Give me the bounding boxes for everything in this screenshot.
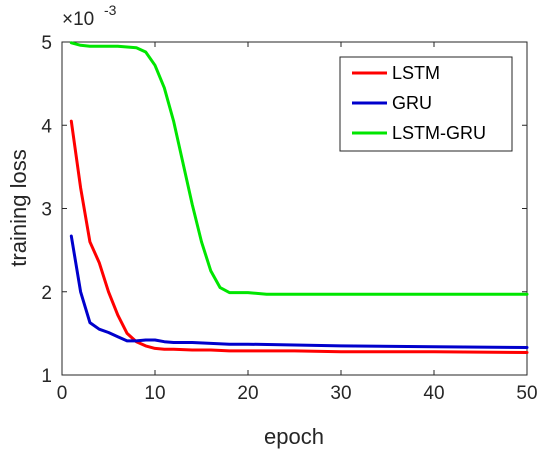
- x-tick-label: 50: [516, 383, 537, 404]
- y-tick-label: 4: [41, 116, 52, 137]
- y-tick-label: 3: [41, 200, 52, 221]
- y-tick-label: 5: [41, 33, 52, 54]
- y-tick-label: 2: [41, 283, 52, 304]
- x-tick-label: 40: [423, 383, 444, 404]
- series-line-lstm-gru: [69, 41, 529, 296]
- legend-label-lstm-gru: LSTM-GRU: [392, 123, 486, 143]
- y-exponent-base: ×10: [62, 9, 94, 30]
- y-axis-label: training loss: [6, 149, 31, 266]
- y-exponent-power: -3: [104, 2, 117, 18]
- y-tick-label: 1: [41, 366, 52, 387]
- legend-label-gru: GRU: [392, 93, 432, 113]
- series-line-lstm: [69, 119, 529, 354]
- x-tick-label: 20: [237, 383, 258, 404]
- legend: LSTM GRU LSTM-GRU: [339, 56, 513, 152]
- x-axis-label: epoch: [264, 424, 324, 449]
- x-tick-label: 30: [330, 383, 351, 404]
- tick-layer: 0 10 20 30 40 50 1 2 3 4 5: [41, 33, 537, 404]
- x-tick-label: 10: [144, 383, 165, 404]
- legend-label-lstm: LSTM: [392, 63, 440, 83]
- series-layer: [69, 41, 529, 354]
- x-tick-label: 0: [57, 383, 68, 404]
- series-line-gru: [69, 234, 529, 349]
